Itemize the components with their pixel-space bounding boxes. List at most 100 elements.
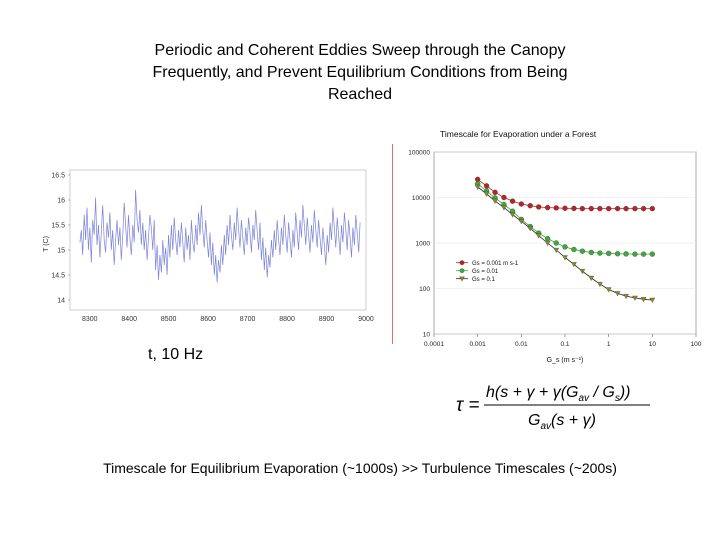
series-3-point xyxy=(588,275,595,281)
series-2-point xyxy=(614,251,621,257)
series-3-point xyxy=(518,219,525,225)
temperature-timeseries-chart: T (C) 14 14.5 15 15.5 16 16.5 8300 8400 8500 860… xyxy=(43,169,374,323)
series-1-point xyxy=(579,205,586,212)
right-xtick-label: 100 xyxy=(691,341,702,348)
series-1-point xyxy=(606,205,612,212)
formula-lhs: τ = xyxy=(456,395,479,416)
right-chart-title: Timescale for Evaporation under a Forest xyxy=(440,129,597,139)
right-ytick-label: 10000 xyxy=(412,195,430,202)
left-xtick-label: 8500 xyxy=(161,316,177,323)
series-3-point xyxy=(632,295,638,301)
series-2-point xyxy=(649,251,655,257)
series-3-point xyxy=(640,297,647,303)
series-2-point xyxy=(553,240,559,246)
series-1-point xyxy=(553,205,559,211)
legend-label-1: Gs = 0.001 m s-1 xyxy=(472,261,519,267)
series-1-point xyxy=(571,205,577,212)
series-3-point xyxy=(501,205,507,211)
series-2-point xyxy=(606,250,612,257)
series-3-point xyxy=(614,291,621,297)
legend-label-2: Gs = 0.01 xyxy=(472,269,499,275)
left-ytick-label: 15.5 xyxy=(51,223,65,230)
evaporation-timescale-chart: Timescale for Evaporation under a Forest… xyxy=(392,124,702,364)
left-xtick-label: 8400 xyxy=(121,316,137,323)
formula-denominator: Gav(s + γ) xyxy=(528,412,596,432)
formula-numerator: h(s + γ + γ(Gav / Gs)) xyxy=(486,384,630,404)
left-ytick-label: 16.5 xyxy=(51,173,65,180)
right-ytick-label: 10 xyxy=(423,332,431,339)
right-xtick-label: 10 xyxy=(649,341,657,348)
left-ytick-label: 15 xyxy=(57,248,65,255)
left-xtick-label: 8300 xyxy=(82,316,98,323)
series-1-point xyxy=(640,205,647,212)
right-xtick-label: 1 xyxy=(607,341,611,348)
slide-title: Periodic and Coherent Eddies Sweep throu… xyxy=(100,40,620,106)
right-xtick-label: 0.001 xyxy=(470,341,487,348)
series-2-point xyxy=(632,251,638,257)
series-2-point xyxy=(544,235,551,242)
series-2-point xyxy=(640,251,647,257)
series-1-point xyxy=(483,183,490,189)
series-1-point xyxy=(509,198,516,204)
series-1-point xyxy=(492,189,498,195)
left-ytick-label: 14 xyxy=(57,298,65,305)
legend-marker-2 xyxy=(459,268,465,274)
left-xtick-label: 9000 xyxy=(358,316,374,323)
right-xtick-label: 0.01 xyxy=(515,341,528,348)
left-xtick-label: 8700 xyxy=(240,316,256,323)
series-3-point xyxy=(605,287,612,293)
series-3-point xyxy=(571,262,577,268)
series-1-point xyxy=(632,205,638,212)
series-3-point xyxy=(544,240,551,246)
series-2-point xyxy=(562,244,568,250)
series-1-point xyxy=(501,194,507,201)
series-3-point xyxy=(492,198,498,204)
temperature-series-line xyxy=(79,189,361,283)
series-2-point xyxy=(571,246,577,253)
right-ytick-label: 100000 xyxy=(408,150,430,157)
series-3-point xyxy=(579,269,586,275)
series-1-point xyxy=(527,203,533,209)
series-3-point xyxy=(597,281,603,287)
left-xtick-label: 8900 xyxy=(319,316,335,323)
series-1-point xyxy=(623,205,629,212)
left-plot-frame xyxy=(69,169,367,311)
right-xtick-label: 0.0001 xyxy=(424,341,444,348)
sampling-caption: t, 10 Hz xyxy=(148,346,204,363)
series-1-point xyxy=(597,205,603,212)
series-1-point xyxy=(475,176,481,183)
series-2-point xyxy=(597,250,603,256)
series-2-point xyxy=(588,249,594,256)
left-ylabel: T (C) xyxy=(43,236,50,252)
left-xtick-label: 8800 xyxy=(279,316,295,323)
right-xlabel: G_s (m s⁻¹) xyxy=(547,357,584,364)
series-1-point xyxy=(588,205,594,212)
series-1-point xyxy=(614,205,621,212)
series-1-point xyxy=(562,205,568,211)
series-3-point xyxy=(553,247,560,253)
series-1-point xyxy=(536,204,542,210)
series-3-point xyxy=(562,255,568,261)
left-ytick-label: 16 xyxy=(57,198,65,205)
series-1-point xyxy=(649,205,655,212)
title-line-2: Frequently, and Prevent Equilibrium Cond… xyxy=(152,64,568,81)
right-ytick-label: 1000 xyxy=(416,241,431,248)
series-3-point xyxy=(474,184,481,190)
bottom-statement: Timescale for Equilibrium Evaporation (~… xyxy=(103,460,617,476)
series-3-point xyxy=(535,233,542,239)
title-line-3: Reached xyxy=(327,86,393,103)
series-3-point xyxy=(623,293,629,300)
right-ytick-label: 100 xyxy=(419,286,430,293)
series-3-point xyxy=(509,212,516,218)
legend-marker-3 xyxy=(459,276,465,282)
series-3-point xyxy=(483,191,490,197)
series-3-point xyxy=(527,226,534,232)
legend-label-3: Gs = 0.1 xyxy=(472,277,496,283)
left-ytick-label: 14.5 xyxy=(51,273,65,280)
series-2-point xyxy=(623,251,629,257)
legend-marker-1 xyxy=(459,260,465,266)
title-line-1: Periodic and Coherent Eddies Sweep throu… xyxy=(154,42,566,59)
series-3-point xyxy=(649,297,656,303)
timescale-formula: τ = h(s + γ + γ(Gav / Gs)) Gav(s + γ) xyxy=(456,384,650,432)
series-2-point xyxy=(579,248,586,254)
